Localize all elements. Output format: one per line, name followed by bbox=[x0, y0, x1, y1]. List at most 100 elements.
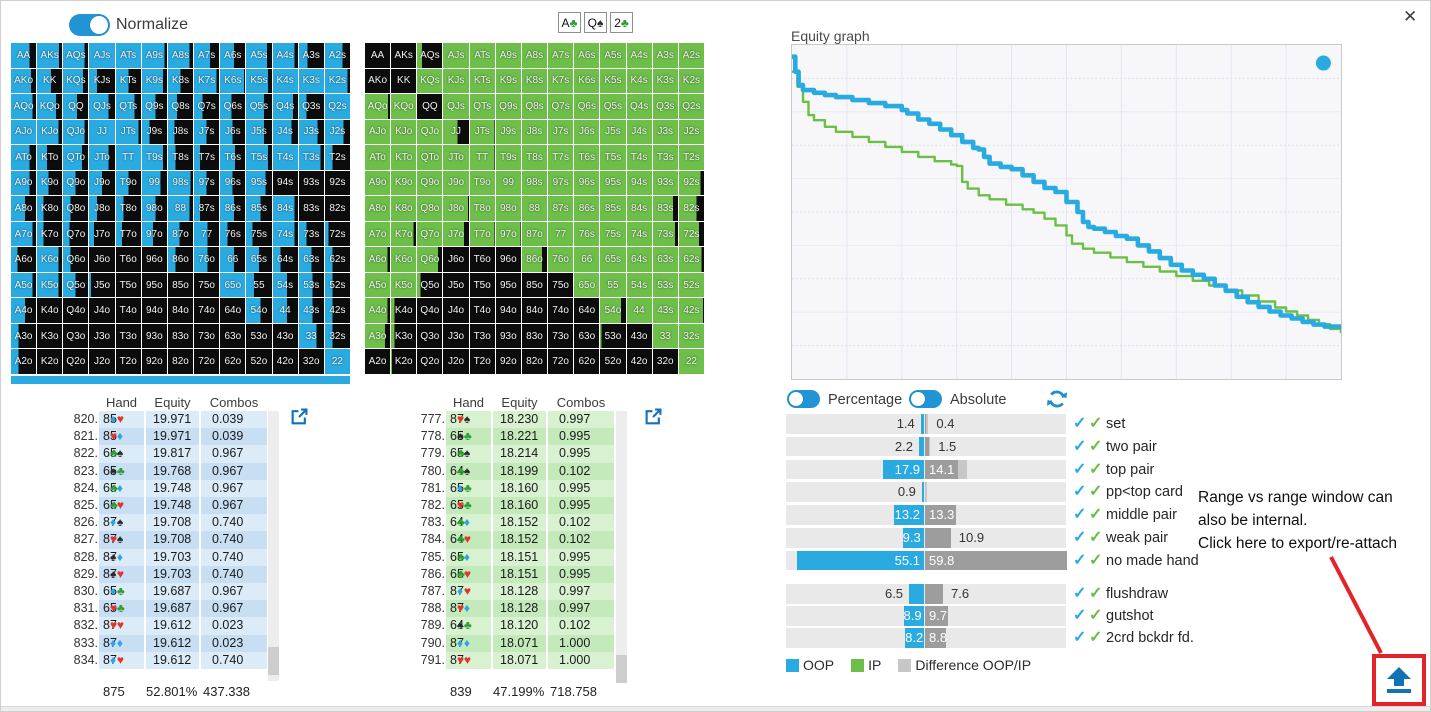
export-reattach-button[interactable] bbox=[1372, 654, 1426, 706]
hand-cell[interactable]: 32o bbox=[298, 349, 324, 374]
hand-cell[interactable]: 82s bbox=[678, 196, 704, 221]
hand-cell[interactable]: 73s bbox=[298, 221, 324, 247]
hand-cell[interactable]: Q3o bbox=[417, 323, 443, 349]
oop-check-icon[interactable]: ✓ bbox=[1073, 585, 1087, 602]
hand-cell[interactable]: Q3s bbox=[298, 94, 324, 119]
ip-table-popout-icon[interactable] bbox=[644, 408, 662, 426]
hand-cell[interactable]: 92s bbox=[678, 170, 704, 196]
hand-cell[interactable]: JTs bbox=[115, 119, 141, 145]
oop-check-icon[interactable]: ✓ bbox=[1073, 506, 1087, 524]
hand-cell[interactable]: 43o bbox=[626, 323, 652, 349]
hand-cell[interactable]: K9o bbox=[37, 170, 63, 196]
hand-cell[interactable]: 65o bbox=[574, 272, 600, 298]
hand-cell[interactable]: KTo bbox=[37, 145, 63, 170]
hand-cell[interactable]: 99 bbox=[141, 170, 167, 196]
hand-cell[interactable]: T4s bbox=[626, 145, 652, 170]
hand-cell[interactable]: T6o bbox=[469, 247, 495, 272]
hand-cell[interactable]: T5o bbox=[115, 272, 141, 298]
hand-cell[interactable]: 94s bbox=[626, 170, 652, 196]
hand-cell[interactable]: Q5o bbox=[417, 272, 443, 298]
hand-cell[interactable]: Q2s bbox=[678, 94, 704, 119]
ip-check-icon[interactable]: ✓ bbox=[1089, 529, 1103, 546]
hand-cell[interactable]: QJs bbox=[443, 94, 469, 119]
hand-cell[interactable]: AJs bbox=[89, 43, 115, 68]
hand-cell[interactable]: 87s bbox=[548, 196, 574, 221]
hand-cell[interactable]: 86s bbox=[574, 196, 600, 221]
hand-cell[interactable]: T2o bbox=[115, 349, 141, 374]
hand-cell[interactable]: 76s bbox=[220, 221, 246, 247]
hand-cell[interactable]: K8o bbox=[37, 196, 63, 221]
hand-cell[interactable]: J8s bbox=[167, 119, 194, 145]
hand-cell[interactable]: QTs bbox=[469, 94, 495, 119]
hand-cell[interactable]: K6o bbox=[391, 247, 417, 272]
hand-cell[interactable]: K2o bbox=[391, 349, 417, 374]
hand-cell[interactable]: Q2o bbox=[417, 349, 443, 374]
hand-cell[interactable]: AJs bbox=[443, 43, 469, 68]
hand-cell[interactable]: 88 bbox=[167, 196, 194, 221]
hand-cell[interactable]: 53s bbox=[652, 272, 678, 298]
hand-cell[interactable]: 98s bbox=[521, 170, 548, 196]
normalize-toggle[interactable] bbox=[69, 14, 110, 36]
hand-cell[interactable]: T3s bbox=[298, 145, 324, 170]
hand-cell[interactable]: A3o bbox=[11, 323, 37, 349]
hand-cell[interactable]: AKo bbox=[11, 68, 37, 94]
hand-cell[interactable]: 82o bbox=[167, 349, 194, 374]
hand-cell[interactable]: AJo bbox=[11, 119, 37, 145]
hand-cell[interactable]: 94s bbox=[272, 170, 298, 196]
hand-cell[interactable]: AQs bbox=[417, 43, 443, 68]
hand-cell[interactable]: Q6o bbox=[63, 247, 89, 272]
hand-cell[interactable]: 52s bbox=[324, 272, 350, 298]
hand-cell[interactable]: J2s bbox=[678, 119, 704, 145]
hand-cell[interactable]: 86s bbox=[220, 196, 246, 221]
hand-cell[interactable]: 74s bbox=[626, 221, 652, 247]
hand-cell[interactable]: 64s bbox=[272, 247, 298, 272]
hand-cell[interactable]: 55 bbox=[600, 272, 626, 298]
hand-cell[interactable]: JTo bbox=[443, 145, 469, 170]
hand-cell[interactable]: 72s bbox=[324, 221, 350, 247]
hand-cell[interactable]: T3o bbox=[469, 323, 495, 349]
hand-cell[interactable]: K4o bbox=[37, 298, 63, 323]
hand-cell[interactable]: QQ bbox=[63, 94, 89, 119]
hand-cell[interactable]: J6o bbox=[89, 247, 115, 272]
hand-cell[interactable]: 65s bbox=[600, 247, 626, 272]
hand-cell[interactable]: K8s bbox=[521, 68, 548, 94]
hand-cell[interactable]: 75o bbox=[548, 272, 574, 298]
hand-cell[interactable]: 44 bbox=[626, 298, 652, 323]
hand-cell[interactable]: J7s bbox=[548, 119, 574, 145]
hand-cell[interactable]: 87o bbox=[167, 221, 194, 247]
hand-cell[interactable]: QQ bbox=[417, 94, 443, 119]
hand-cell[interactable]: Q9s bbox=[141, 94, 167, 119]
hand-cell[interactable]: K7o bbox=[391, 221, 417, 247]
hand-cell[interactable]: A2o bbox=[11, 349, 37, 374]
hand-cell[interactable]: J3s bbox=[298, 119, 324, 145]
hand-cell[interactable]: JJ bbox=[89, 119, 115, 145]
hand-cell[interactable]: KJs bbox=[443, 68, 469, 94]
hand-cell[interactable]: ATo bbox=[365, 145, 391, 170]
hand-cell[interactable]: K8s bbox=[167, 68, 194, 94]
hand-cell[interactable]: K4o bbox=[391, 298, 417, 323]
hand-cell[interactable]: 62o bbox=[574, 349, 600, 374]
hand-cell[interactable]: A9o bbox=[11, 170, 37, 196]
oop-check-icon[interactable]: ✓ bbox=[1073, 529, 1087, 546]
hand-cell[interactable]: J4o bbox=[443, 298, 469, 323]
hand-cell[interactable]: A7s bbox=[194, 43, 220, 68]
hand-cell[interactable]: 55 bbox=[246, 272, 272, 298]
hand-cell[interactable]: J3o bbox=[443, 323, 469, 349]
ip-check-icon[interactable]: ✓ bbox=[1089, 585, 1103, 602]
hand-cell[interactable]: 63s bbox=[652, 247, 678, 272]
hand-cell[interactable]: JTo bbox=[89, 145, 115, 170]
hand-cell[interactable]: J6o bbox=[443, 247, 469, 272]
hand-cell[interactable]: K5o bbox=[37, 272, 63, 298]
hand-cell[interactable]: T5o bbox=[469, 272, 495, 298]
hand-cell[interactable]: T7s bbox=[548, 145, 574, 170]
ip-check-icon[interactable]: ✓ bbox=[1089, 607, 1103, 624]
hand-cell[interactable]: 93s bbox=[652, 170, 678, 196]
hand-cell[interactable]: T4o bbox=[469, 298, 495, 323]
hand-cell[interactable]: A7s bbox=[548, 43, 574, 68]
hand-cell[interactable]: Q3o bbox=[63, 323, 89, 349]
hand-cell[interactable]: Q8o bbox=[63, 196, 89, 221]
oop-check-icon[interactable]: ✓ bbox=[1073, 460, 1087, 478]
hand-cell[interactable]: 43o bbox=[272, 323, 298, 349]
hand-cell[interactable]: J2o bbox=[89, 349, 115, 374]
hand-cell[interactable]: T9s bbox=[141, 145, 167, 170]
